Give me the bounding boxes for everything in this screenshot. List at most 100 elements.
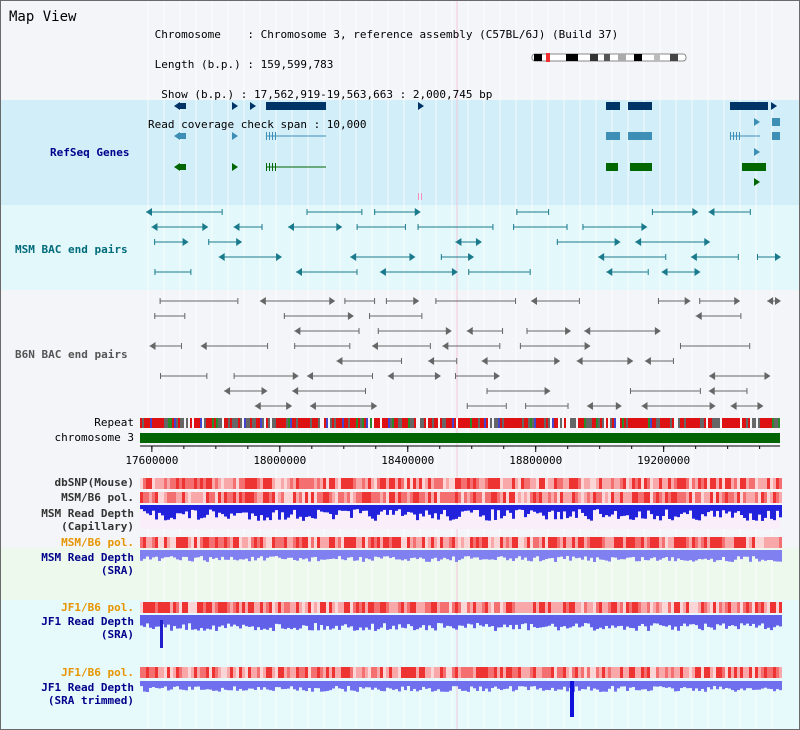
msm-bac-pair-end xyxy=(708,208,715,216)
msm-depth-sra-bar xyxy=(368,550,371,560)
jf1-depth-trim-bar xyxy=(395,681,398,690)
jf1-depth-sra-bar xyxy=(377,615,380,630)
msm-b6-pol-cell xyxy=(704,492,707,503)
jf1-b6-pol2-cell xyxy=(374,667,377,678)
b6n-bac-pair-end xyxy=(445,327,452,335)
msm-b6-pol2-cell xyxy=(335,537,338,548)
jf1-b6-pol2-cell xyxy=(419,667,422,678)
jf1-depth-trim-bar xyxy=(599,681,602,692)
repeat-block xyxy=(702,418,704,428)
jf1-b6-pol-cell xyxy=(263,602,266,613)
msm-b6-pol2-cell xyxy=(275,537,278,548)
repeat-block xyxy=(530,418,532,428)
msm-b6-pol-cell xyxy=(506,492,509,503)
msm-b6-pol2-cell xyxy=(431,537,434,548)
jf1-depth-sra-bar xyxy=(545,615,548,627)
jf1-b6-pol-cell xyxy=(419,602,422,613)
msm-b6-pol2-cell xyxy=(584,537,587,548)
msm-b6-pol2-cell xyxy=(539,537,542,548)
repeat-block xyxy=(180,418,182,428)
jf1-depth-trim-bar xyxy=(515,681,518,690)
jf1-depth-sra-bar xyxy=(437,615,440,624)
jf1-depth-trim-bar xyxy=(281,681,284,690)
msm-depth-sra-bar xyxy=(644,550,647,561)
jf1-depth-sra-bar xyxy=(254,615,257,631)
jf1-depth-trim-bar xyxy=(476,681,479,691)
jf1-depth-trim-bar xyxy=(335,681,338,687)
msm-b6-pol-cell xyxy=(380,492,383,503)
msm-depth-sra-bar xyxy=(761,550,764,560)
msm-b6-pol2-cell xyxy=(611,537,614,548)
jf1-b6-pol-cell xyxy=(545,602,548,613)
msm-b6-pol-cell xyxy=(161,492,164,503)
msm-depth-cap-bar xyxy=(278,505,281,520)
msm-b6-pol2-cell xyxy=(497,537,500,548)
jf1-b6-pol-cell xyxy=(152,602,155,613)
dbsnp-cell xyxy=(338,478,341,489)
repeat-block xyxy=(206,418,208,428)
msm-bac-pair-end xyxy=(261,224,263,230)
msm-depth-sra-bar xyxy=(443,550,446,558)
jf1-b6-pol2-cell xyxy=(521,667,524,678)
jf1-b6-pol-cell xyxy=(698,602,701,613)
msm-b6-pol2-cell xyxy=(596,537,599,548)
jf1-depth-trim-bar xyxy=(761,681,764,689)
repeat-block xyxy=(344,418,346,428)
chromosome-ideogram[interactable] xyxy=(530,52,688,63)
msm-b6-pol-cell xyxy=(446,492,449,503)
msm-depth-sra-bar xyxy=(281,550,284,560)
repeat-block xyxy=(332,418,334,428)
repeat-block xyxy=(708,418,710,428)
msm-b6-pol2-cell xyxy=(401,537,404,548)
msm-b6-pol-cell xyxy=(620,492,623,503)
msm-depth-sra-bar xyxy=(359,550,362,558)
axis-tick-label: 18000000 xyxy=(253,454,306,467)
jf1-b6-pol-cell xyxy=(284,602,287,613)
jf1-b6-pol-cell xyxy=(557,602,560,613)
dbsnp-cell xyxy=(536,478,539,489)
msm-depth-sra-bar xyxy=(395,550,398,560)
repeat-block xyxy=(356,418,358,428)
msm-bac-pair-end xyxy=(154,239,156,245)
dbsnp-cell xyxy=(467,478,470,489)
msm-b6-pol-cell xyxy=(353,492,356,503)
b6n-bac-pair-end xyxy=(401,358,403,364)
jf1-depth-sra-bar xyxy=(644,615,647,627)
jf1-b6-pol-cell xyxy=(314,602,317,613)
msm-depth-sra-bar xyxy=(317,550,320,562)
jf1-depth-trim-bar xyxy=(713,681,716,687)
repeat-block xyxy=(200,418,202,428)
jf1-depth-sra-bar xyxy=(737,615,740,630)
msm-depth-cap-bar xyxy=(482,505,485,516)
jf1-depth-sra-bar xyxy=(617,615,620,627)
jf1-b6-pol-2-label: JF1/B6 pol. xyxy=(61,666,134,679)
msm-depth-cap-bar xyxy=(659,505,662,521)
jf1-depth-sra-bar xyxy=(203,615,206,631)
b6n-bac-pair-end xyxy=(672,358,674,364)
jf1-depth-trim-bar xyxy=(506,681,509,689)
msm-depth-sra-bar xyxy=(461,550,464,559)
msm-depth-sra-bar xyxy=(377,550,380,558)
msm-b6-pol2-cell xyxy=(377,537,380,548)
msm-depth-cap-bar xyxy=(224,505,227,517)
msm-b6-pol2-cell xyxy=(389,537,392,548)
dbsnp-cell xyxy=(527,478,530,489)
jf1-depth-sra-bar xyxy=(419,615,422,628)
jf1-depth-trim-bar xyxy=(152,681,155,688)
msm-depth-sra-bar xyxy=(581,550,584,560)
msm-depth-cap-bar xyxy=(275,505,278,511)
jf1-depth-trim-bar xyxy=(341,681,344,689)
msm-depth-sra-bar xyxy=(407,550,410,561)
b6n-bac-pair-end xyxy=(307,372,314,380)
msm-b6-pol2-cell xyxy=(683,537,686,548)
jf1-b6-pol2-cell xyxy=(170,667,173,678)
repeat-block xyxy=(218,418,220,428)
repeat-block xyxy=(660,418,662,428)
msm-b6-pol-cell xyxy=(311,492,314,503)
repeat-block xyxy=(352,418,354,428)
repeat-block xyxy=(666,418,668,428)
msm-b6-pol-cell xyxy=(626,492,629,503)
msm-b6-pol-cell xyxy=(410,492,413,503)
msm-b6-pol-cell xyxy=(197,492,200,503)
